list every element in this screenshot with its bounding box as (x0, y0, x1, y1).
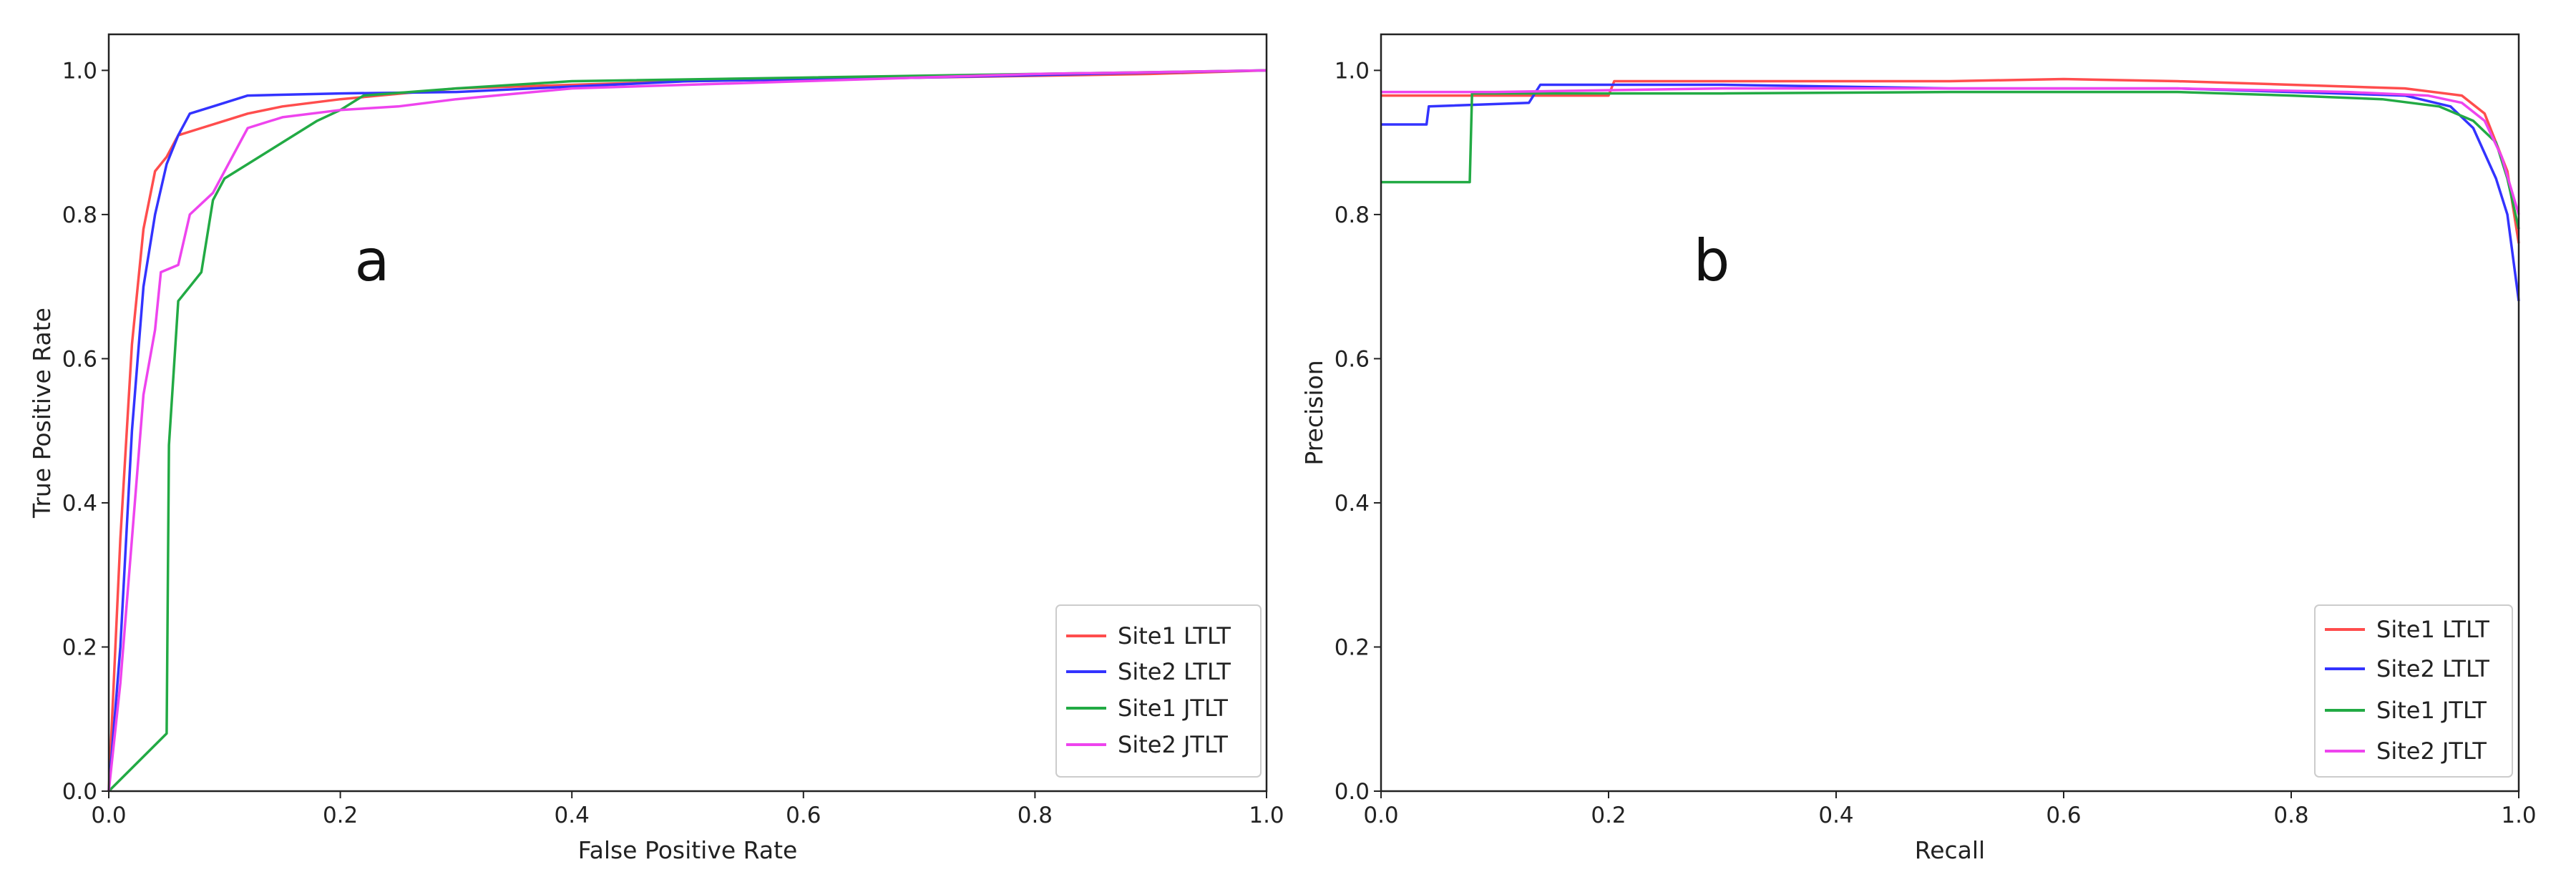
series-line-site2-jtlt (1381, 87, 2520, 215)
series-line-site1-jtlt (107, 69, 1267, 793)
legend: Site1 LTLT Site2 LTLT Site1 JTLT Site2 JTLT (1055, 604, 1262, 778)
x-tick-label: 1.0 (1249, 803, 1284, 828)
x-tick-label: 0.8 (1018, 803, 1053, 828)
legend-label-site2-ltlt: Site2 LTLT (2376, 655, 2489, 682)
series-line-site1-jtlt (1381, 90, 2520, 230)
legend-label-site1-jtlt: Site1 JTLT (2376, 697, 2487, 724)
x-tick-label: 0.4 (1818, 803, 1853, 828)
x-tick-label: 0.8 (2273, 803, 2308, 828)
x-axis-label: Recall (1915, 836, 1985, 864)
x-tick-label: 0.6 (2046, 803, 2081, 828)
legend-label-site2-jtlt: Site2 JTLT (1118, 731, 1228, 758)
axes-frame (107, 33, 1268, 793)
legend-label-site1-ltlt: Site1 LTLT (2376, 616, 2489, 643)
pr-chart-panel-b: 0.0 0.2 0.4 0.6 0.8 1.0 0.0 0.2 0.4 0.6 0.8 1.0 Reca… (1300, 33, 2537, 864)
legend-label-site2-jtlt: Site2 JTLT (2376, 737, 2487, 765)
y-axis-label: True Positive Rate (28, 308, 56, 519)
legend-box (2314, 604, 2513, 778)
legend-label-site1-jtlt: Site1 JTLT (1118, 695, 1228, 722)
y-tick-label: 0.6 (62, 346, 97, 372)
y-tick-label: 0.2 (1335, 634, 1370, 660)
legend-label-site1-ltlt: Site1 LTLT (1118, 622, 1231, 650)
y-axis-label: Precision (1300, 360, 1328, 465)
roc-chart-panel-a: 0.0 0.2 0.4 0.6 0.8 1.0 0.0 0.2 0.4 0.6 0.8 1.0 Fals… (28, 33, 1284, 864)
y-tick-label: 0.8 (62, 202, 97, 228)
y-tick-label: 0.0 (62, 779, 97, 805)
x-tick-label: 0.0 (1363, 803, 1398, 828)
series-line-site2-ltlt (1381, 83, 2520, 302)
panel-label: a (354, 227, 389, 294)
y-tick-label: 0.0 (1335, 779, 1370, 805)
x-tick-label: 0.0 (91, 803, 126, 828)
series-line-site2-ltlt (107, 69, 1267, 792)
legend-label-site2-ltlt: Site2 LTLT (1118, 658, 1231, 685)
axes-frame (1380, 33, 2520, 793)
panel-label: b (1694, 227, 1730, 294)
y-tick-label: 1.0 (1335, 58, 1370, 84)
x-tick-label: 0.2 (1591, 803, 1626, 828)
y-tick-label: 0.6 (1335, 346, 1370, 372)
x-tick-label: 0.6 (786, 803, 821, 828)
x-tick-label: 0.4 (555, 803, 590, 828)
y-tick-label: 1.0 (62, 58, 97, 84)
y-tick-label: 0.8 (1335, 202, 1370, 228)
legend: Site1 LTLT Site2 LTLT Site1 JTLT Site2 JTLT (2314, 604, 2513, 778)
x-tick-label: 1.0 (2501, 803, 2536, 828)
legend-box (1055, 604, 1262, 778)
series-line-site1-ltlt (1381, 77, 2520, 244)
x-tick-label: 0.2 (323, 803, 358, 828)
y-tick-label: 0.2 (62, 634, 97, 660)
series-line-site2-jtlt (107, 69, 1267, 792)
x-axis-label: False Positive Rate (578, 836, 798, 864)
y-tick-label: 0.4 (62, 491, 97, 516)
y-tick-label: 0.4 (1335, 491, 1370, 516)
